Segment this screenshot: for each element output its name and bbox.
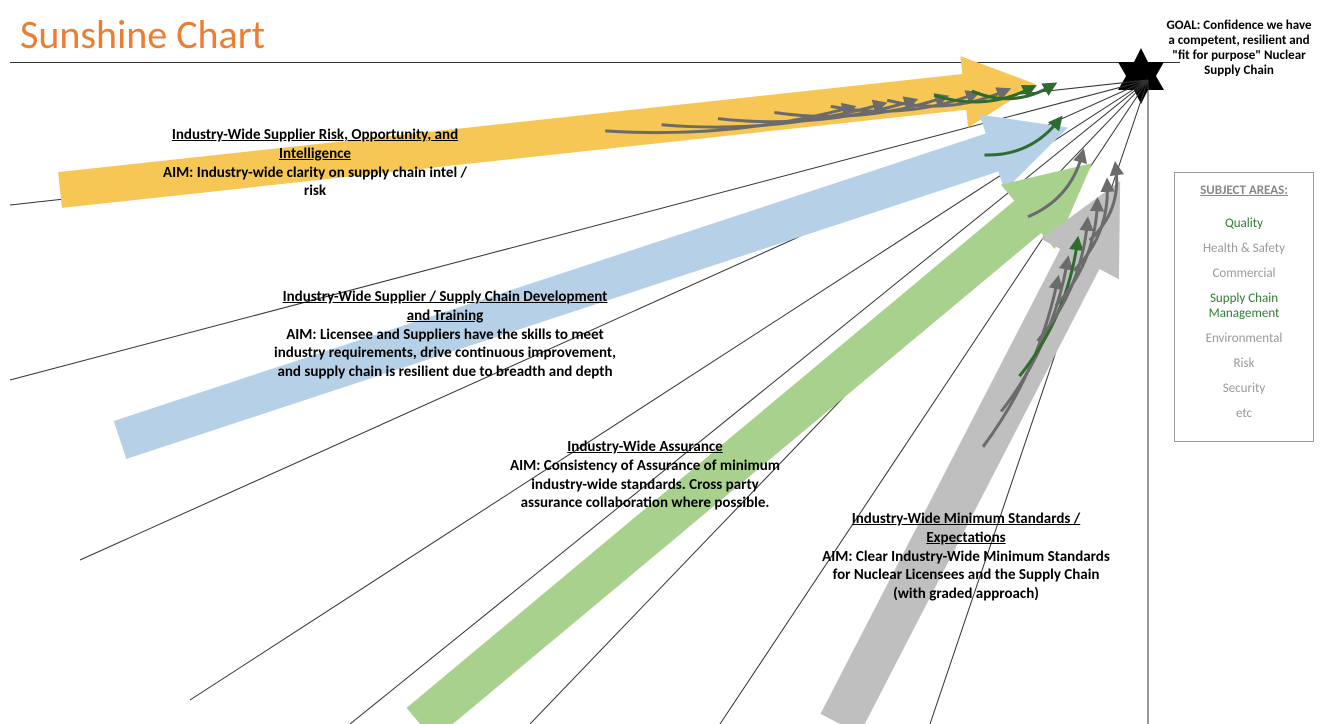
subject-area-item: Environmental xyxy=(1183,331,1305,346)
subject-areas-box: SUBJECT AREAS: Quality Health & Safety Com… xyxy=(1174,172,1314,442)
content-block-aim: AIM: Industry-wide clarity on supply cha… xyxy=(160,164,470,202)
title-underline xyxy=(10,62,1180,63)
content-block-aim: AIM: Licensee and Suppliers have the ski… xyxy=(270,326,620,382)
subject-area-item: Risk xyxy=(1183,356,1305,371)
subject-area-item: etc xyxy=(1183,406,1305,421)
content-block-title: Industry-Wide Assurance xyxy=(500,438,790,457)
content-block: Industry-Wide Supplier Risk, Opportunity… xyxy=(160,126,470,201)
goal-text: GOAL: Confidence we have a competent, re… xyxy=(1164,18,1314,78)
content-block: Industry-Wide AssuranceAIM: Consistency … xyxy=(500,438,790,513)
subject-areas-header: SUBJECT AREAS: xyxy=(1183,183,1305,198)
content-block: Industry-Wide Minimum Standards / Expect… xyxy=(816,510,1116,604)
content-block-title: Industry-Wide Supplier / Supply Chain De… xyxy=(270,288,620,326)
content-block-aim: AIM: Clear Industry-Wide Minimum Standar… xyxy=(816,548,1116,604)
content-block-title: Industry-Wide Supplier Risk, Opportunity… xyxy=(160,126,470,164)
subject-area-item: Health & Safety xyxy=(1183,241,1305,256)
content-block-aim: AIM: Consistency of Assurance of minimum… xyxy=(500,457,790,513)
content-block-title: Industry-Wide Minimum Standards / Expect… xyxy=(816,510,1116,548)
subject-area-item: Commercial xyxy=(1183,266,1305,281)
goal-star-icon xyxy=(1116,48,1166,109)
subject-area-item: Security xyxy=(1183,381,1305,396)
subject-area-item: Quality xyxy=(1183,216,1305,231)
content-block: Industry-Wide Supplier / Supply Chain De… xyxy=(270,288,620,382)
subject-area-item: Supply Chain Management xyxy=(1183,291,1305,321)
page-title: Sunshine Chart xyxy=(20,10,265,59)
